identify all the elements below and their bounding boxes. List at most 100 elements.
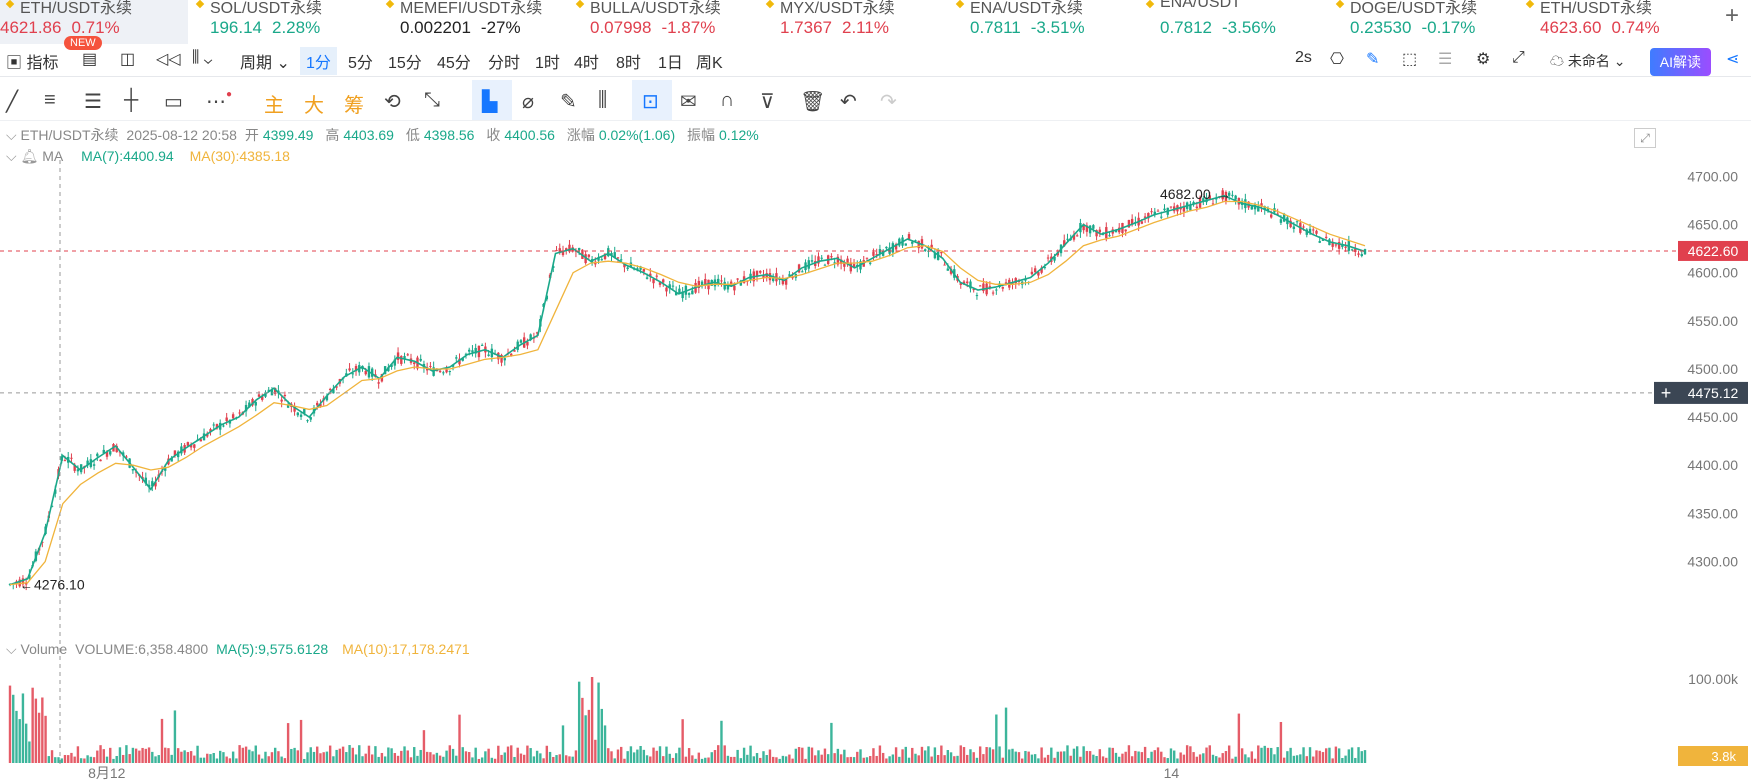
collapse-icon[interactable]: ⌵	[6, 148, 17, 164]
candle-body	[966, 281, 969, 284]
horizontal-line-icon[interactable]: ┼	[124, 89, 139, 111]
volume-bar	[1357, 747, 1360, 763]
sync-icon[interactable]: ⟲	[384, 91, 401, 113]
settings-icon[interactable]: ⚙	[1476, 51, 1491, 68]
chip-distribution-button[interactable]: 筹	[344, 95, 364, 117]
ticker-tab[interactable]: ETH/USDT永续 4623.60 0.74%	[1520, 0, 1708, 44]
note-icon[interactable]: ✉	[680, 91, 697, 113]
pen-icon[interactable]: ✎	[560, 91, 577, 113]
volume-bar	[1053, 757, 1056, 763]
bookmark-icon[interactable]: ▙	[482, 91, 498, 113]
crosshair-price-tag	[1678, 381, 1748, 404]
interval-tab[interactable]: 1时	[535, 55, 560, 72]
ticker-tab[interactable]: SOL/USDT永续 196.14 2.28%	[190, 0, 378, 44]
crosshair-plus-bg	[1654, 381, 1678, 404]
candle-body	[946, 268, 950, 271]
candle-body	[959, 282, 962, 285]
refresh-rate[interactable]: 2s	[1295, 49, 1312, 66]
ticker-tab[interactable]: MEMEFI/USDT永续 0.002201 -27%	[380, 0, 568, 44]
calendar-icon[interactable]: ▤	[82, 51, 98, 68]
expand-chart-icon[interactable]: ⤢	[1634, 128, 1656, 148]
candle-body	[671, 285, 675, 287]
interval-tab[interactable]: 45分	[437, 55, 471, 72]
interval-tab[interactable]: 15分	[388, 55, 422, 72]
camera-icon[interactable]: ⎔	[1330, 51, 1344, 68]
ticker-tab[interactable]: ENA/USDT 0.7812 -3.56%	[1140, 0, 1328, 44]
measure-icon[interactable]: ⌀	[522, 91, 535, 113]
volume-bar	[717, 745, 720, 763]
add-tab-icon[interactable]: +	[1724, 2, 1739, 29]
volume-bar	[306, 752, 309, 763]
candle-type-icon[interactable]: ⫼ ⌄	[192, 49, 213, 66]
interval-tab[interactable]: 1分	[300, 47, 337, 75]
channel-icon[interactable]: ☰	[84, 91, 102, 113]
volume-bar	[131, 747, 135, 763]
ticker-symbol: MEMEFI/USDT永续	[400, 0, 543, 17]
ai-interpret-button[interactable]: AI解读	[1649, 48, 1711, 76]
ticker-tab[interactable]: ENA/USDT永续 0.7811 -3.51%	[950, 0, 1138, 44]
interval-tab[interactable]: 5分	[348, 55, 373, 72]
volume-bar	[561, 725, 565, 763]
big-order-button[interactable]: 大	[304, 95, 324, 117]
indicator-button[interactable]: ▣ 指标 NEW	[6, 36, 102, 73]
ticker-tab[interactable]: MYX/USDT永续 1.7367 2.11%	[760, 0, 948, 44]
ticker-tab[interactable]: DOGE/USDT永续 0.23530 -0.17%	[1330, 0, 1518, 44]
ticker-symbol: ENA/USDT永续	[970, 0, 1083, 17]
volume-bar	[943, 755, 946, 763]
candle-body	[1098, 229, 1102, 233]
volume-bar	[862, 757, 865, 763]
rewind-icon[interactable]: ◁◁	[156, 51, 181, 68]
ticker-tab[interactable]: BULLA/USDT永续 0.07998 -1.87%	[570, 0, 758, 44]
diamond-icon	[575, 0, 585, 9]
volume-bar	[1324, 748, 1328, 763]
volume-bar	[202, 757, 206, 763]
volume-bar	[548, 751, 552, 763]
edit-icon[interactable]: ✎	[1366, 51, 1380, 68]
collapse-icon[interactable]: ⌵	[6, 127, 17, 143]
interval-tab[interactable]: 1日	[658, 55, 683, 72]
share-box-icon[interactable]: ⬚	[1402, 51, 1418, 68]
parallel-line-icon[interactable]: ≡	[44, 89, 56, 111]
list-icon[interactable]: ☰	[1438, 51, 1453, 68]
layout-name-dropdown[interactable]: ☁ 未命名 ⌄	[1550, 53, 1626, 69]
trend-line-icon[interactable]: ╱	[6, 91, 19, 113]
candle-body	[325, 395, 329, 401]
volume-bar	[723, 745, 726, 763]
filter-icon[interactable]: ⊽	[760, 91, 775, 113]
layout-icon[interactable]: ◫	[120, 51, 136, 68]
volume-bar	[1289, 747, 1292, 763]
bell-icon[interactable]: 🔔︎	[20, 148, 39, 164]
interval-tab[interactable]: 4时	[574, 55, 599, 72]
volume-bar	[545, 745, 549, 763]
volume-bar	[1147, 758, 1150, 763]
share-icon[interactable]: ⋖	[1726, 51, 1740, 68]
volume-bar	[801, 747, 804, 763]
magnet-icon[interactable]: ∩	[720, 89, 735, 111]
ma-series-line	[9, 194, 1366, 586]
rectangle-icon[interactable]: ▭	[164, 91, 183, 113]
fullscreen-icon[interactable]: ⤢	[1512, 49, 1525, 66]
ruler-icon[interactable]: ⤡	[424, 89, 440, 111]
candle-pattern-icon[interactable]: ⫼	[598, 89, 608, 111]
interval-tab[interactable]: 8时	[616, 55, 641, 72]
candle-body	[438, 370, 442, 373]
collapse-icon[interactable]: ⌵	[6, 641, 17, 657]
volume-bar	[290, 748, 293, 763]
main-indicator-button[interactable]: 主	[264, 95, 284, 117]
volume-bar	[235, 758, 238, 763]
volume-bar	[978, 746, 982, 763]
undo-icon[interactable]: ↶	[840, 91, 857, 113]
ticker-symbol: ENA/USDT	[1160, 0, 1241, 11]
period-dropdown[interactable]: 周期 ⌄	[240, 55, 290, 72]
volume-bar	[684, 756, 688, 763]
more-tools-icon[interactable]: ⋯●	[206, 89, 233, 113]
lock-icon[interactable]: ⊡	[642, 91, 659, 113]
volume-bar	[261, 758, 264, 763]
interval-tab[interactable]: 周K	[696, 55, 723, 72]
interval-tab[interactable]: 分时	[488, 55, 521, 72]
redo-icon[interactable]: ↷	[880, 91, 897, 113]
volume-bar	[1337, 748, 1341, 763]
delete-icon[interactable]: 🗑	[800, 91, 826, 113]
volume-bar	[28, 741, 31, 763]
